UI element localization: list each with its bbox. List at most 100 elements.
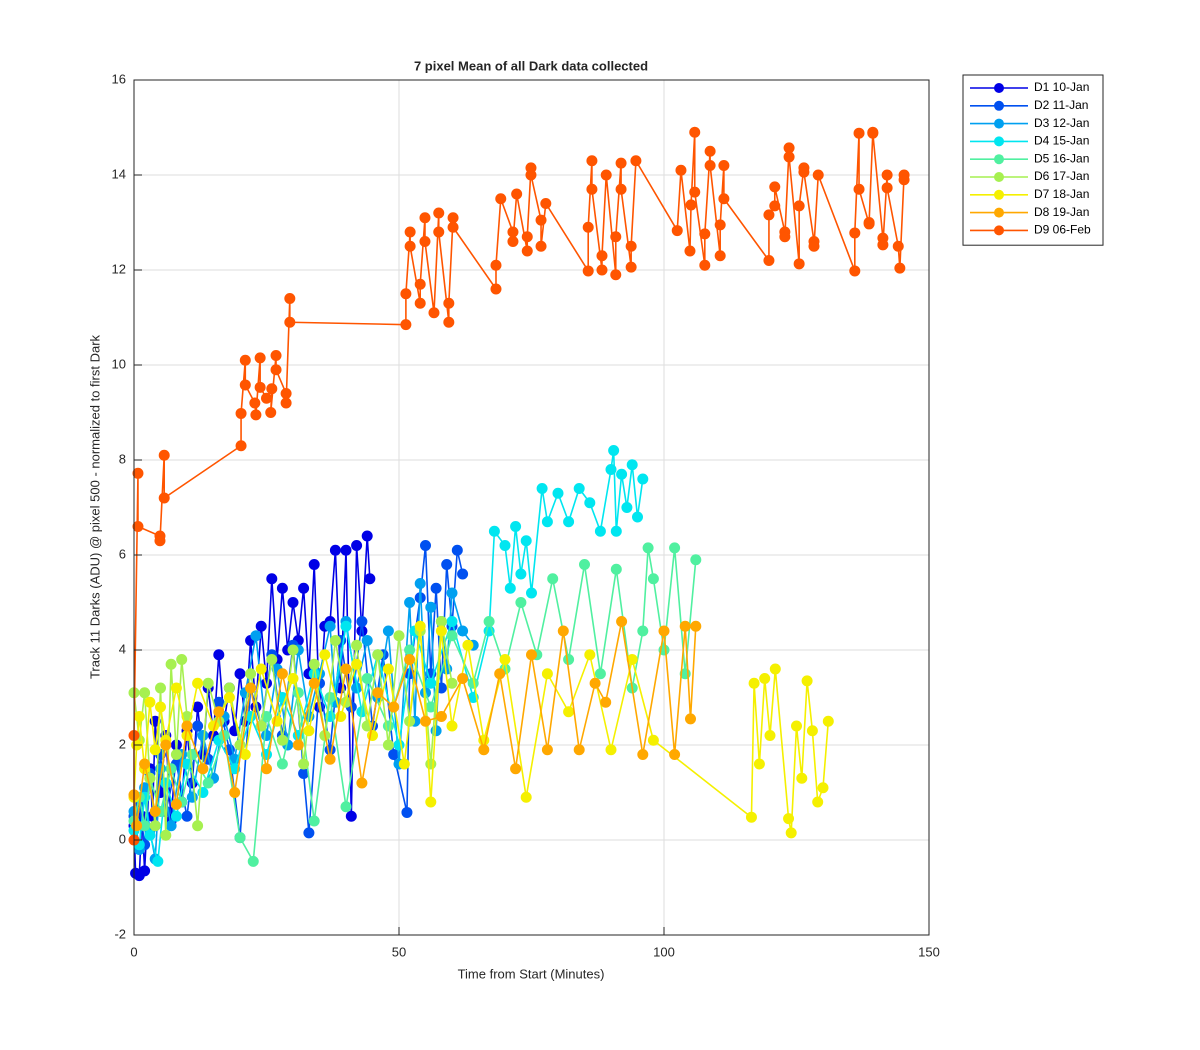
data-point [753,758,765,770]
data-point [319,649,331,661]
data-point [541,668,553,680]
data-point [213,706,225,718]
data-point [340,620,352,632]
data-point [490,283,502,295]
data-point [435,711,447,722]
data-point [511,188,523,200]
legend-box [962,74,1104,246]
data-point [675,164,687,176]
data-point [165,820,177,832]
data-point [298,582,310,594]
data-point [615,157,627,169]
data-point [382,625,394,637]
data-point [170,682,182,694]
data-point [398,758,410,770]
data-point [881,169,893,181]
data-point [685,713,696,725]
data-point [499,654,511,665]
data-point [632,511,643,523]
data-point [446,587,458,599]
data-point [234,668,246,680]
data-point [812,169,824,181]
data-point [292,739,304,751]
data-point [867,127,879,139]
legend-label: D5 16-Jan [1034,151,1089,165]
plot-marks [128,126,910,882]
data-point [372,687,384,699]
data-point [404,654,416,665]
legend: D1 10-Jan D2 11-Jan D3 12-Jan D4 15-Jan D5 1… [962,74,1104,246]
data-point [557,625,569,637]
legend-label: D6 17-Jan [1034,169,1089,183]
data-point [170,798,182,810]
data-point [763,255,775,266]
data-point [133,711,145,722]
data-point [494,668,506,680]
data-point [324,753,336,765]
data-point [515,568,527,580]
data-point [250,630,262,642]
data-point [158,492,170,504]
data-point [584,649,596,661]
data-point [419,212,431,224]
data-point [447,221,459,233]
data-point [149,744,161,756]
data-point [495,193,507,205]
data-point [425,758,437,770]
data-point [249,397,261,409]
data-point [669,542,681,554]
data-point [361,635,373,646]
data-point [400,319,412,331]
data-point [155,682,166,694]
data-point [714,219,726,231]
data-point [898,174,910,186]
data-point [149,806,161,817]
data-point [779,231,791,243]
data-point [457,625,469,637]
y-tick-label: 8 [119,451,126,466]
data-point [235,440,247,452]
legend-marker [994,154,1004,165]
data-point [689,126,701,138]
data-point [356,616,368,627]
data-point [605,464,617,475]
data-point [308,815,320,827]
data-point [690,554,702,566]
data-point [658,625,670,637]
data-point [351,540,363,551]
data-point [351,658,363,670]
data-point [428,307,440,319]
data-point [401,806,413,818]
data-point [425,796,437,808]
data-point [266,383,278,395]
legend-marker [994,118,1004,129]
data-point [817,782,829,794]
data-point [139,758,151,770]
data-point [197,730,209,741]
data-point [414,620,426,632]
data-point [704,160,716,171]
chart-title: 7 pixel Mean of all Dark data collected [414,58,648,73]
data-point [785,827,797,839]
data-point [131,820,143,832]
data-point [863,217,875,228]
data-point [526,587,537,599]
data-point [783,813,795,825]
data-point [457,673,469,684]
data-point [382,663,394,675]
data-point [229,787,241,798]
data-point [266,573,278,585]
data-point [270,364,282,376]
data-point [425,677,437,689]
data-point [621,502,633,513]
data-point [536,483,548,494]
data-point [745,811,757,823]
data-point [783,151,795,163]
x-tick-label: 50 [392,944,406,959]
data-point [287,597,299,608]
data-point [154,535,166,547]
legend-marker [994,136,1004,147]
data-point [223,692,235,703]
data-point [610,525,622,537]
